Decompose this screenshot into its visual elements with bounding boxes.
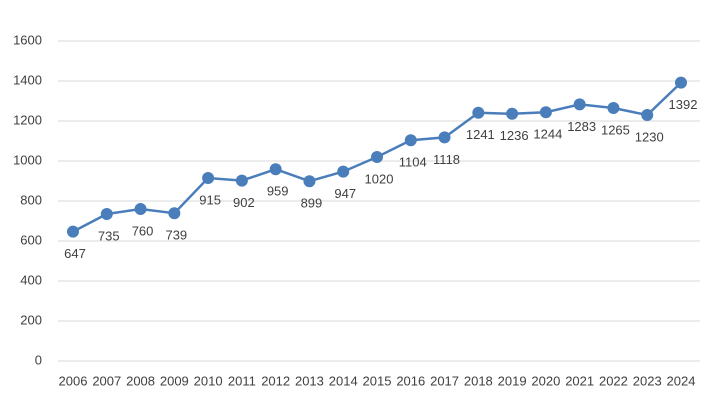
data-point <box>168 207 181 220</box>
x-tick-label: 2013 <box>295 373 324 388</box>
data-label: 947 <box>334 186 356 201</box>
data-label: 899 <box>301 196 323 211</box>
x-tick-label: 2022 <box>599 373 628 388</box>
y-tick-label: 200 <box>20 312 42 327</box>
y-tick-label: 1400 <box>13 72 42 87</box>
data-point <box>539 106 552 119</box>
data-label: 1283 <box>567 119 596 134</box>
data-point <box>404 134 417 147</box>
x-tick-label: 2008 <box>126 373 155 388</box>
x-tick-label: 2021 <box>565 373 594 388</box>
x-tick-label: 2007 <box>92 373 121 388</box>
data-point <box>100 208 113 220</box>
data-label: 915 <box>199 192 221 207</box>
x-tick-label: 2017 <box>430 373 459 388</box>
x-tick-label: 2020 <box>531 373 560 388</box>
y-tick-label: 1000 <box>13 152 42 167</box>
data-label: 1265 <box>601 122 630 137</box>
data-label: 1236 <box>500 128 529 143</box>
data-point <box>472 106 485 119</box>
data-label: 959 <box>267 184 289 199</box>
y-tick-label: 1200 <box>13 112 42 127</box>
data-label: 739 <box>165 228 187 243</box>
x-tick-label: 2010 <box>194 373 223 388</box>
data-point <box>337 165 350 178</box>
x-tick-label: 2006 <box>59 373 88 388</box>
x-tick-label: 2011 <box>228 373 256 388</box>
data-point <box>134 203 147 215</box>
data-point <box>269 163 282 176</box>
data-label: 1104 <box>399 155 427 170</box>
data-point <box>675 76 687 89</box>
data-label: 760 <box>132 223 154 238</box>
data-label: 735 <box>98 228 120 243</box>
data-label: 1020 <box>365 171 394 186</box>
data-point <box>235 174 248 187</box>
data-label: 1118 <box>433 152 460 167</box>
x-tick-label: 2014 <box>329 373 358 388</box>
data-point <box>202 172 215 184</box>
x-tick-label: 2016 <box>396 373 425 388</box>
x-tick-label: 2024 <box>667 373 696 388</box>
data-point <box>573 98 586 111</box>
data-label: 1392 <box>669 97 698 112</box>
y-tick-label: 1600 <box>13 32 42 47</box>
data-label: 1241 <box>466 127 495 142</box>
data-point <box>607 102 620 114</box>
x-tick-label: 2019 <box>498 373 527 388</box>
data-point <box>303 175 316 188</box>
y-tick-label: 0 <box>35 352 42 367</box>
y-tick-label: 600 <box>20 232 42 247</box>
data-label: 1244 <box>533 127 562 142</box>
data-label: 1230 <box>635 129 664 144</box>
x-tick-label: 2012 <box>261 373 290 388</box>
data-point <box>371 151 383 163</box>
data-point <box>641 109 654 121</box>
y-tick-label: 400 <box>20 272 42 287</box>
x-tick-label: 2023 <box>633 373 662 388</box>
data-point <box>438 131 451 144</box>
x-tick-label: 2009 <box>160 373 189 388</box>
data-label: 902 <box>233 195 255 210</box>
data-point <box>506 107 519 120</box>
x-tick-label: 2015 <box>363 373 392 388</box>
y-tick-label: 800 <box>20 192 42 207</box>
data-point <box>67 225 79 238</box>
data-label: 647 <box>64 246 86 261</box>
x-tick-label: 2018 <box>464 373 493 388</box>
